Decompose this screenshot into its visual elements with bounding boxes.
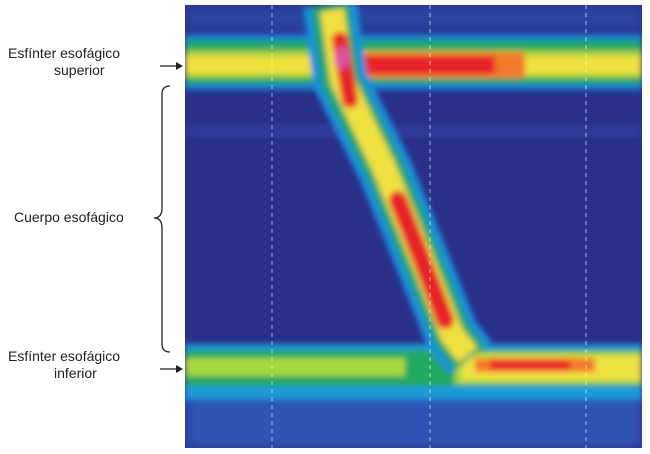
arrow-head	[176, 62, 183, 70]
label-body: Cuerpo esofágico	[14, 209, 124, 225]
label-line: inferior	[54, 365, 97, 381]
manometry-map	[185, 5, 642, 448]
label-ues: Esfínter esofágico superior	[8, 45, 124, 78]
label-line: Esfínter esofágico	[8, 45, 120, 61]
label-line: superior	[54, 62, 105, 78]
label-line: Esfínter esofágico	[8, 348, 120, 364]
brace	[153, 85, 171, 353]
arrow-head	[176, 365, 183, 373]
label-les: Esfínter esofágico inferior	[8, 348, 124, 381]
